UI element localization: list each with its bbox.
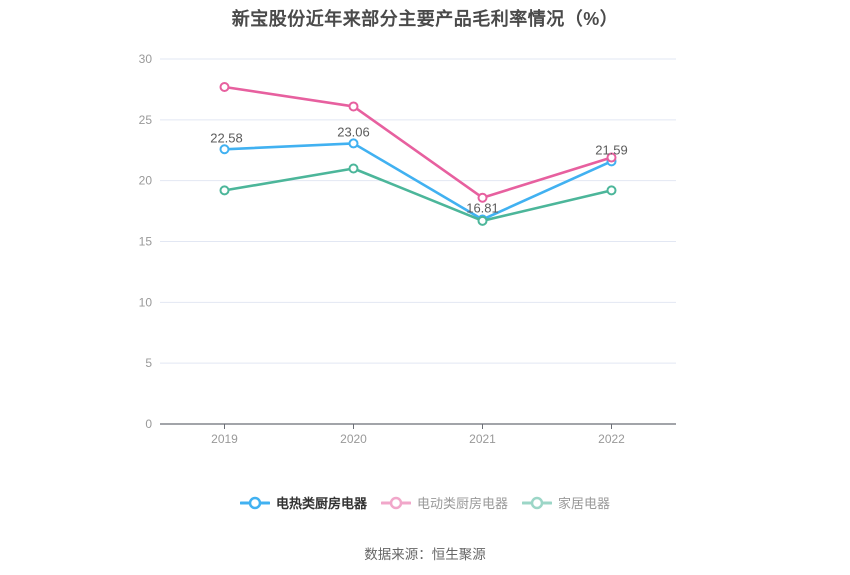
y-axis-tick-label-15: 15	[139, 235, 153, 249]
line-chart-plot-area: 0 5 10 15 20 25 30 2019 2020 2021 2022 22.58 23.06 16…	[139, 52, 676, 446]
legend-label: 电热类厨房电器	[275, 496, 367, 511]
legend-item-home-appliances[interactable]: 家居电器	[522, 493, 610, 512]
series-2-point-2022	[606, 185, 617, 196]
x-axis-tick-label-2020: 2020	[340, 432, 367, 446]
legend: 电热类厨房电器 电动类厨房电器 家居电器	[0, 493, 850, 512]
series-0-point-2020	[348, 138, 359, 149]
series-line-2	[223, 167, 613, 223]
x-axis-tick-label-2022: 2022	[598, 432, 625, 446]
legend-line-marker-icon	[380, 496, 411, 509]
y-axis-tick-label-25: 25	[139, 113, 153, 127]
legend-label: 家居电器	[558, 496, 611, 511]
data-label-2022: 21.59	[595, 142, 628, 157]
data-source: 数据来源：恒生聚源	[364, 547, 486, 562]
series-line-0	[223, 142, 613, 221]
series-1-point-2020	[348, 101, 359, 112]
y-axis-tick-label-30: 30	[139, 52, 153, 66]
x-axis-tick-label-2021: 2021	[469, 432, 496, 446]
series-0-point-2019	[219, 144, 230, 155]
series-2-point-2019	[219, 185, 230, 196]
legend-item-electric-heating-kitchen-appliances[interactable]: 电热类厨房电器	[239, 493, 367, 512]
legend-line-marker-icon	[522, 496, 552, 509]
chart-title: 新宝股份近年来部分主要产品毛利率情况（%）	[231, 9, 619, 29]
y-axis-tick-label-0: 0	[145, 417, 152, 431]
series-1-point-2021	[477, 192, 488, 203]
y-axis-tick-label-10: 10	[139, 295, 153, 309]
series-2-point-2020	[348, 163, 359, 174]
series-1-point-2022	[606, 152, 617, 163]
data-label-2020: 23.06	[337, 124, 370, 139]
x-axis-tick-label-2019: 2019	[211, 432, 238, 446]
series-2-point-2021	[477, 215, 488, 226]
series-1-point-2019	[219, 81, 230, 92]
legend-line-marker-icon	[239, 496, 270, 509]
legend-label: 电动类厨房电器	[416, 496, 508, 511]
y-axis-tick-label-5: 5	[145, 356, 152, 370]
legend-item-motor-driven-kitchen-appliances[interactable]: 电动类厨房电器	[380, 493, 508, 512]
data-label-2019: 22.58	[210, 130, 243, 145]
data-label-2021: 16.81	[466, 200, 499, 215]
series-line-1	[223, 85, 613, 199]
y-axis-tick-label-20: 20	[139, 174, 153, 188]
